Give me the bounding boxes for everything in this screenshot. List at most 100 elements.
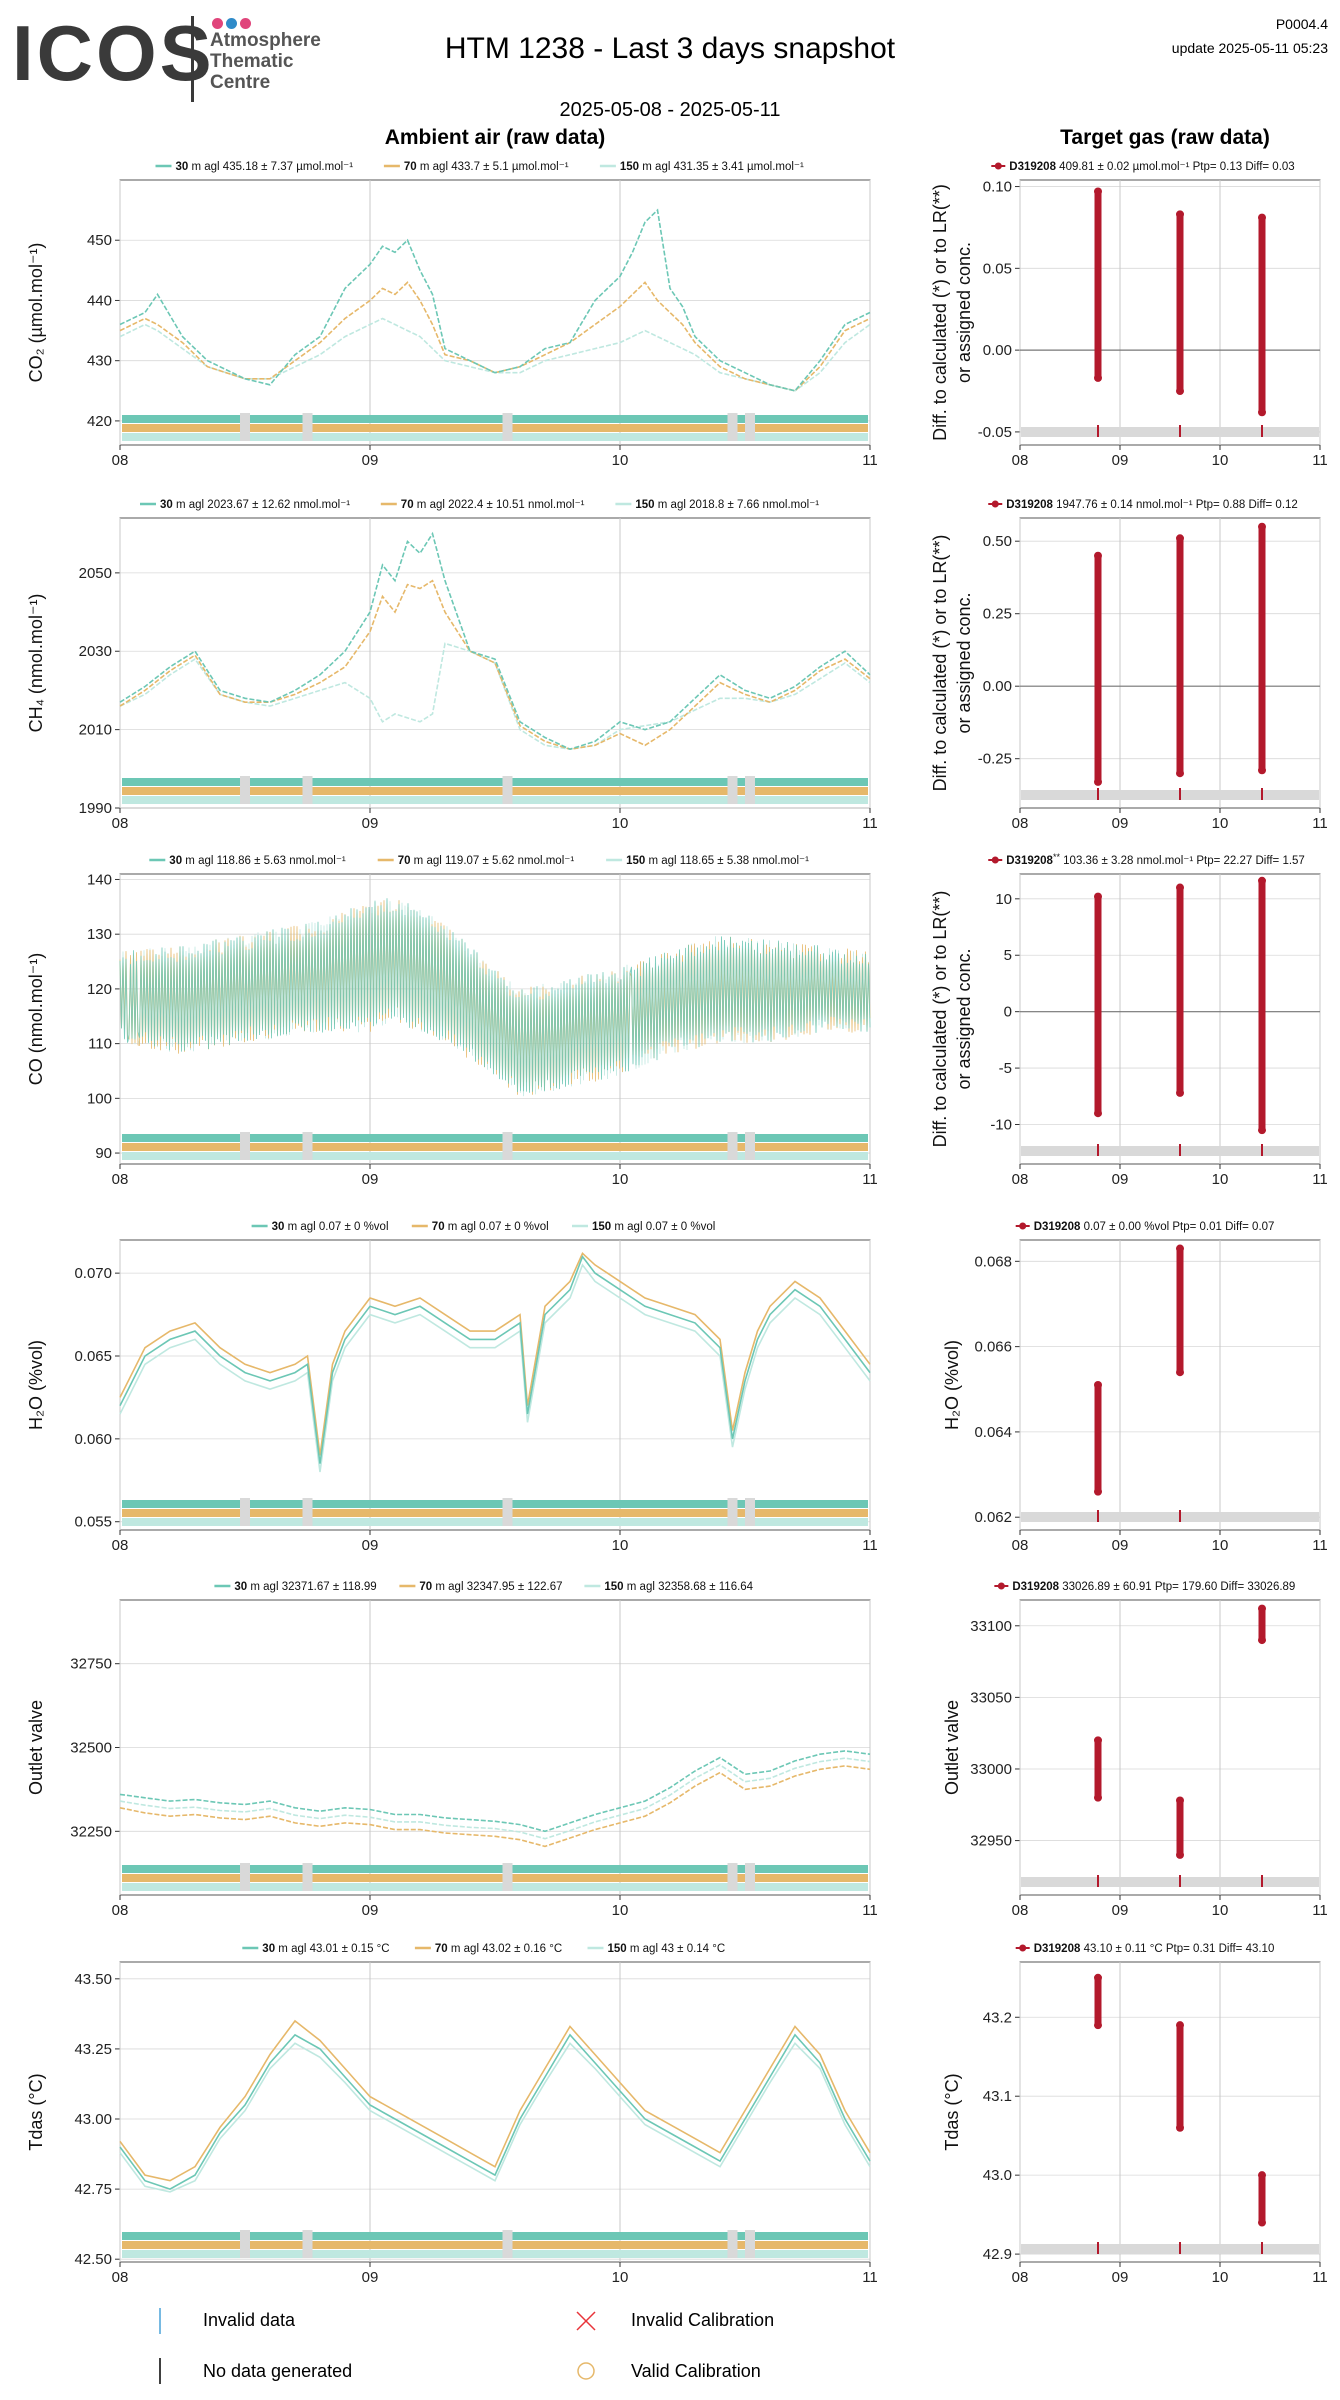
ambient-legend-5: 30 m agl 43.01 ± 0.15 °C 70 m agl 43.02 ±… [242, 1943, 725, 1955]
legend-height: 30 [234, 1581, 247, 1593]
calibration-band [1021, 2244, 1319, 2254]
no-data-gap [745, 776, 755, 804]
no-data-gap [502, 2230, 513, 2258]
legend-entry: 30 m agl 32371.67 ± 118.99 [234, 1581, 376, 1593]
ambient-legend-1: 30 m agl 2023.67 ± 12.62 nmol.mol⁻¹ 70 m … [140, 499, 819, 511]
legend-marker [997, 1582, 1005, 1590]
target-point-max [1176, 1244, 1184, 1253]
target-point-min [1094, 2021, 1102, 2030]
no-data-gap [727, 1498, 738, 1526]
legend-invalid-calibration: Invalid Calibration [631, 2310, 775, 2330]
y-tick-label: 0.25 [983, 606, 1012, 623]
target-chart-10: 32950 33000 33050 33100 08 09 10 11 Outlet valve [942, 1599, 1328, 1919]
y-tick-label: 43.25 [74, 2041, 112, 2058]
y-tick-label: 0.065 [74, 1348, 112, 1365]
logo-sub-line-1: Atmosphere [210, 30, 321, 51]
status-strip [122, 1152, 868, 1160]
x-tick-label: 11 [862, 815, 878, 832]
no-data-gap [745, 1498, 755, 1526]
y-tick-label: 0.068 [974, 1253, 1012, 1270]
legend-text: m agl 0.07 ± 0 %vol [284, 1221, 388, 1233]
y-tick-label: -0.25 [978, 751, 1012, 768]
legend-height: 150 [604, 1581, 623, 1593]
plot-frame [1019, 873, 1321, 1165]
legend-text: m agl 0.07 ± 0 %vol [611, 1221, 715, 1233]
legend-text: m agl 118.65 ± 5.38 nmol.mol⁻¹ [645, 855, 809, 867]
series-line-m70 [119, 2019, 871, 2182]
legend-cylinder: D319208 [1034, 1221, 1081, 1233]
target-point-max [1258, 522, 1266, 531]
x-tick-label: 11 [1312, 1537, 1328, 1554]
plot-frame [1019, 1239, 1321, 1531]
series-line-m30 [119, 208, 871, 392]
y-axis-label: CO₂ (µmol.mol⁻¹) [26, 243, 46, 383]
status-strip [122, 424, 868, 432]
no-data-gap [240, 2230, 250, 2258]
no-data-gap [727, 1863, 738, 1891]
y-tick-label: 2030 [79, 643, 112, 660]
y-tick-label: 0.10 [983, 179, 1012, 196]
legend-entry: 150 m agl 431.35 ± 3.41 µmol.mol⁻¹ [620, 161, 804, 173]
y-axis-label: CO (nmol.mol⁻¹) [26, 953, 46, 1086]
no-data-gap [745, 1863, 755, 1891]
legend-text: m agl 118.86 ± 5.63 nmol.mol⁻¹ [182, 855, 346, 867]
target-point-max [1258, 1604, 1266, 1613]
legend-text: m agl 43.01 ± 0.15 °C [275, 1943, 389, 1955]
legend-entry: 150 m agl 2018.8 ± 7.66 nmol.mol⁻¹ [635, 499, 819, 511]
no-data-gap [302, 1498, 313, 1526]
x-tick-label: 09 [362, 1902, 379, 1919]
legend-height: 30 [262, 1943, 275, 1955]
legend-text: m agl 32347.95 ± 122.67 [432, 1581, 562, 1593]
target-chart-6: -0.05 0.00 0.05 0.10 08 09 10 11 Diff. to calcul… [930, 179, 1328, 469]
y-tick-label: -10 [990, 1117, 1012, 1134]
x-tick-label: 11 [1312, 1171, 1328, 1188]
logo-sub-line-2: Thematic [210, 51, 294, 72]
legend-entry: D319208** 103.36 ± 3.28 nmol.mol⁻¹ Ptp= … [1006, 852, 1305, 867]
series-line-m70 [119, 1765, 871, 1848]
legend-entry: 150 m agl 32358.68 ± 116.64 [604, 1581, 753, 1593]
target-legend-10: D319208 33026.89 ± 60.91 Ptp= 179.60 Dif… [994, 1581, 1295, 1593]
x-tick-label: 10 [612, 2269, 629, 2286]
series-line-m70 [119, 281, 871, 392]
target-point-min [1258, 1636, 1266, 1645]
legend-height: 30 [272, 1221, 285, 1233]
target-point-max [1176, 210, 1184, 219]
x-tick-label: 08 [1012, 452, 1029, 469]
y-tick-label: 32950 [970, 1833, 1012, 1850]
y-tick-label: 33050 [970, 1689, 1012, 1706]
legend-text: 1947.76 ± 0.14 nmol.mol⁻¹ Ptp= 0.88 Diff… [1053, 499, 1298, 511]
logo-sub-line-3: Centre [210, 72, 271, 93]
y-tick-label: 43.0 [983, 2167, 1012, 2184]
x-tick-label: 09 [362, 1171, 379, 1188]
series-line-m150 [119, 1757, 871, 1840]
legend-text: m agl 0.07 ± 0 %vol [445, 1221, 549, 1233]
y-tick-label: 0.00 [983, 342, 1012, 359]
x-tick-label: 10 [1212, 1902, 1229, 1919]
y-tick-label: 0.062 [974, 1509, 1012, 1526]
series-line-m30 [119, 531, 871, 751]
ambient-chart-2: 90 100 110 120 130 140 08 09 10 11 CO (nmol.mol⁻¹) [26, 871, 878, 1188]
y-axis-label: H₂O (%vol) [942, 1340, 962, 1430]
y-tick-label: 130 [87, 926, 112, 943]
legend-text: 43.10 ± 0.11 °C Ptp= 0.31 Diff= 43.10 [1080, 1943, 1274, 1955]
x-tick-label: 08 [112, 815, 129, 832]
target-legend-11: D319208 43.10 ± 0.11 °C Ptp= 0.31 Diff= … [1015, 1943, 1274, 1955]
y-tick-label: 43.50 [74, 1971, 112, 1988]
calibration-band [1021, 427, 1319, 437]
x-tick-label: 09 [362, 452, 379, 469]
calibration-band [1021, 790, 1319, 800]
calibration-band [1021, 1146, 1319, 1156]
legend-entry: D319208 33026.89 ± 60.91 Ptp= 179.60 Dif… [1012, 1581, 1295, 1593]
y-tick-label: 5 [1004, 947, 1012, 964]
x-tick-label: 09 [1112, 815, 1129, 832]
legend-entry: 70 m agl 43.02 ± 0.16 °C [435, 1943, 562, 1955]
series-line-m30 [119, 2033, 871, 2190]
x-tick-label: 11 [862, 1537, 878, 1554]
y-tick-label: 2010 [79, 722, 112, 739]
no-data-gap [240, 413, 250, 441]
update-timestamp: update 2025-05-11 05:23 [1171, 40, 1328, 56]
date-range: 2025-05-08 - 2025-05-11 [559, 99, 781, 121]
x-tick-label: 09 [1112, 1902, 1129, 1919]
status-strip [122, 1500, 868, 1508]
target-chart-9: 0.062 0.064 0.066 0.068 08 09 10 11 H₂O (%vol) [942, 1239, 1328, 1554]
